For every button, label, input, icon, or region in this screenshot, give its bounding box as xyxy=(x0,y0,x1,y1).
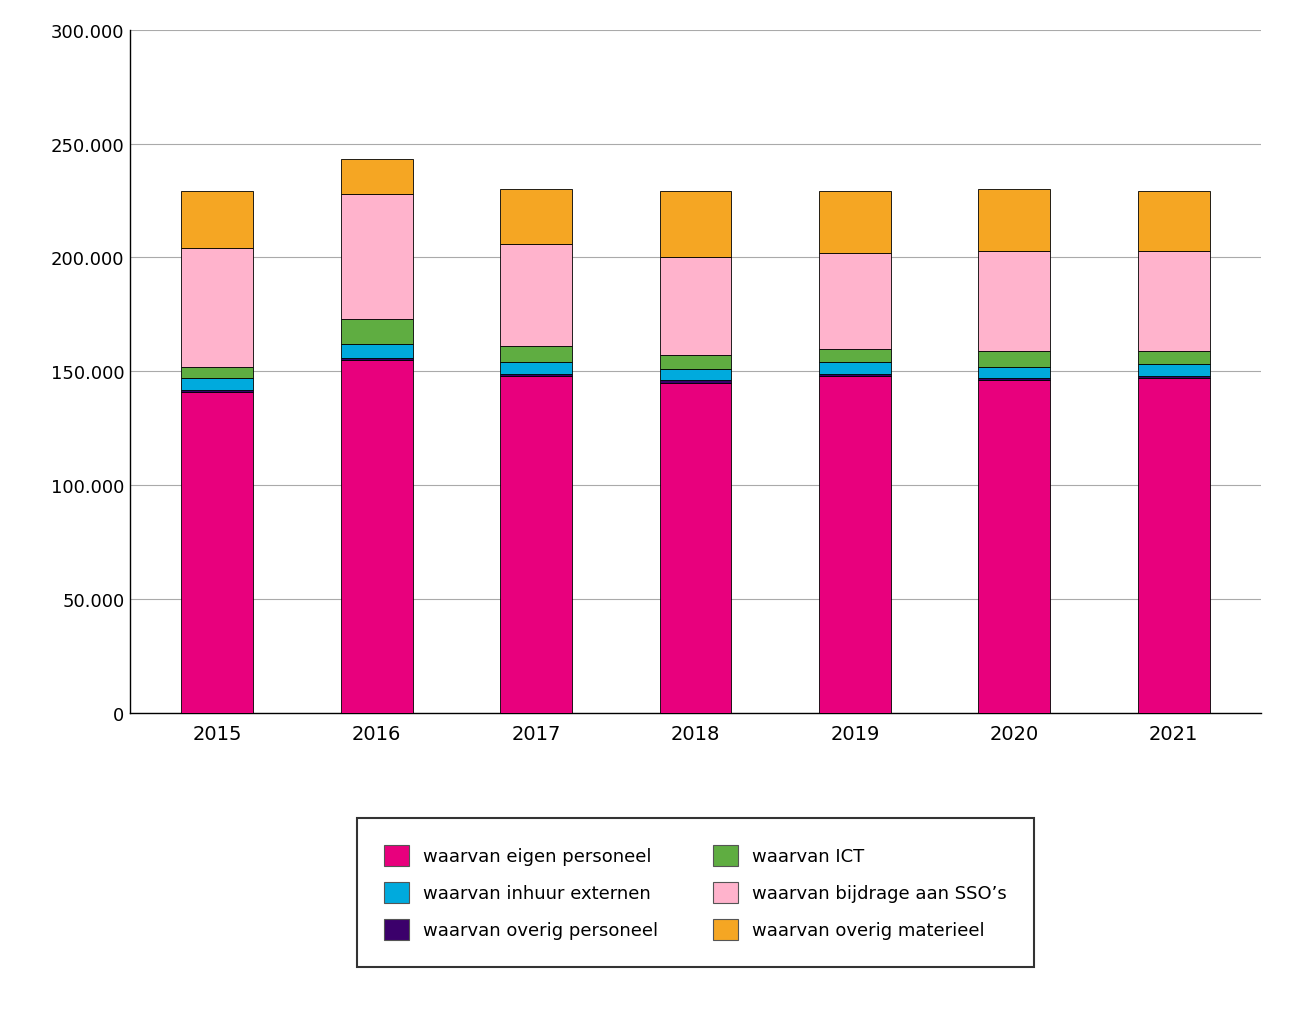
Legend: waarvan eigen personeel, waarvan inhuur externen, waarvan overig personeel, waar: waarvan eigen personeel, waarvan inhuur … xyxy=(356,818,1035,967)
Bar xyxy=(819,374,890,376)
Bar xyxy=(182,249,254,368)
Bar xyxy=(819,363,890,374)
Bar xyxy=(500,245,572,346)
Bar xyxy=(341,320,412,344)
Bar xyxy=(1138,352,1209,365)
Bar xyxy=(659,258,732,356)
Bar xyxy=(1138,379,1209,713)
Bar xyxy=(1138,365,1209,376)
Bar xyxy=(819,350,890,363)
Bar xyxy=(1138,193,1209,252)
Bar xyxy=(182,379,254,390)
Bar xyxy=(182,392,254,713)
Bar xyxy=(341,361,412,713)
Bar xyxy=(659,356,732,370)
Bar xyxy=(819,193,890,254)
Bar xyxy=(341,359,412,361)
Bar xyxy=(182,390,254,392)
Bar xyxy=(341,160,412,195)
Bar xyxy=(819,254,890,350)
Bar xyxy=(659,381,732,383)
Bar xyxy=(500,376,572,713)
Bar xyxy=(182,368,254,379)
Bar xyxy=(500,374,572,376)
Bar xyxy=(500,346,572,363)
Bar xyxy=(1138,376,1209,379)
Bar xyxy=(659,370,732,381)
Bar xyxy=(659,193,732,258)
Bar xyxy=(979,381,1050,713)
Bar xyxy=(182,193,254,249)
Bar xyxy=(341,344,412,359)
Bar xyxy=(500,190,572,245)
Bar xyxy=(979,368,1050,379)
Bar xyxy=(979,252,1050,352)
Bar xyxy=(819,376,890,713)
Bar xyxy=(1138,252,1209,352)
Bar xyxy=(341,195,412,320)
Bar xyxy=(979,352,1050,368)
Bar xyxy=(500,363,572,374)
Bar xyxy=(659,383,732,713)
Bar xyxy=(979,190,1050,252)
Bar xyxy=(979,379,1050,381)
